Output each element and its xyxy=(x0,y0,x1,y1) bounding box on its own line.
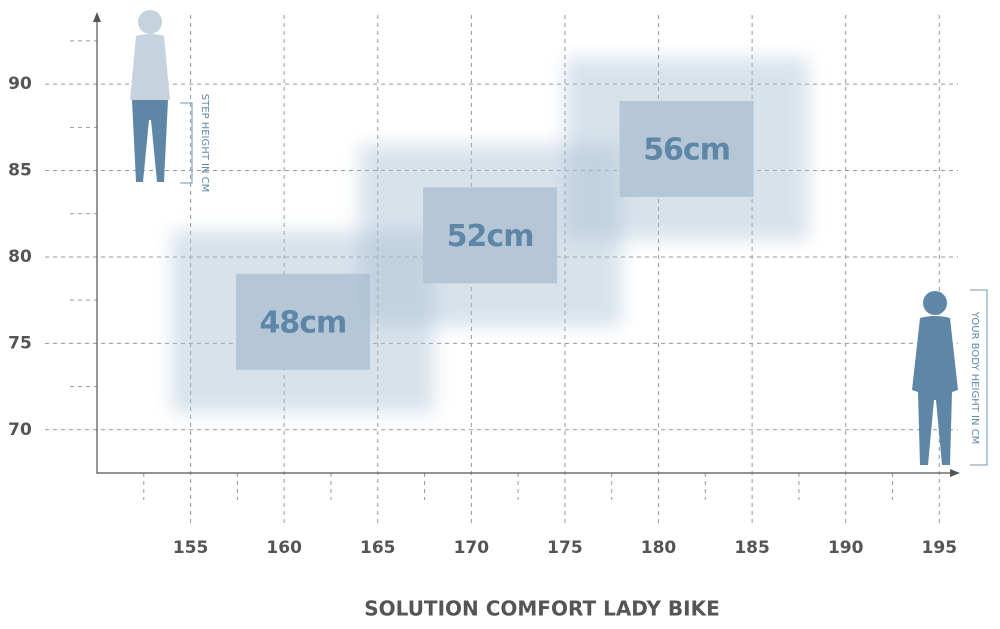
size-label-box xyxy=(423,187,558,284)
y-axis-label: STEP HEIGHT IN CM xyxy=(199,94,210,193)
x-tick-label: 165 xyxy=(360,538,396,558)
y-tick-label: 85 xyxy=(8,161,32,181)
plot: 70 75 80 85 90 155 160 165 170 175 180 185 190 195 48c… xyxy=(8,12,960,558)
size-label-box xyxy=(619,100,754,197)
x-tick-label: 180 xyxy=(641,538,677,558)
x-tick-label: 185 xyxy=(734,538,770,558)
chart-title: SOLUTION COMFORT LADY BIKE xyxy=(364,597,719,621)
size-label-box xyxy=(235,273,370,370)
x-tick-label: 155 xyxy=(173,538,209,558)
step-figure xyxy=(130,10,170,182)
y-tick-label: 80 xyxy=(8,247,32,267)
y-tick-label: 70 xyxy=(8,420,32,440)
x-tick-label: 170 xyxy=(454,538,490,558)
y-tick-label: 90 xyxy=(8,74,32,94)
size-label: 52cm xyxy=(447,219,534,254)
x-axis-label: YOUR BODY HEIGHT IN CM xyxy=(969,311,980,444)
size-label: 48cm xyxy=(259,305,346,340)
y-tick-label: 75 xyxy=(8,333,32,353)
x-tick-label: 175 xyxy=(547,538,583,558)
body-bracket xyxy=(970,289,988,466)
x-tick-label: 160 xyxy=(266,538,302,558)
size-label: 56cm xyxy=(643,132,730,167)
axes xyxy=(96,15,958,474)
step-bracket xyxy=(180,102,193,184)
x-tick-label: 195 xyxy=(922,538,958,558)
body-figure xyxy=(912,291,958,465)
x-tick-label: 190 xyxy=(828,538,864,558)
